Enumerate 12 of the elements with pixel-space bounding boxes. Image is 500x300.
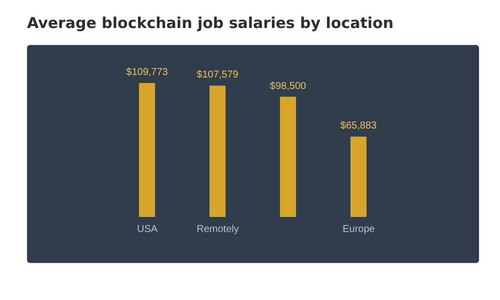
bar [350,136,366,217]
data-label: $107,579 [196,70,239,81]
x-tick-label: Remotely [196,224,239,236]
data-label: $109,773 [126,67,168,78]
chart-title: Average blockchain job salaries by location [27,14,394,32]
bar [139,83,155,217]
x-tick-label: USA [136,224,158,236]
data-label: $65,883 [340,120,378,132]
x-tick-label: Europe [342,224,376,236]
bar [210,86,226,217]
bar [280,96,296,217]
data-label: $98,500 [270,80,307,92]
